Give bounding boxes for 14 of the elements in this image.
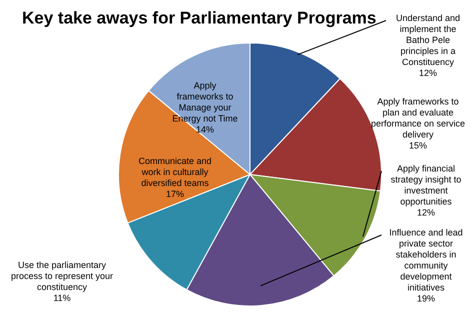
- slice-label: Apply financial strategy insight to investment opportunities: [390, 163, 462, 206]
- data-label: 19%: [416, 293, 436, 304]
- data-label: 12%: [418, 68, 438, 78]
- data-label: 15%: [408, 140, 428, 150]
- slice-label: Understand and implement the Batho Pele principles in a Constituency: [396, 12, 460, 67]
- data-label: 12%: [416, 207, 436, 218]
- slice-label: Use the parliamentary process to represent your constituency: [10, 260, 114, 292]
- slice-label: Influence and lead private sector stakeholders in community development initiatives: [389, 227, 463, 292]
- data-label: 17%: [166, 188, 184, 199]
- data-label: 14%: [196, 124, 214, 134]
- slice-label: Apply frameworks to plan and evaluate performance on service delivery: [370, 96, 466, 140]
- data-label: 11%: [53, 292, 71, 303]
- chart-title: Key take aways for Parliamentary Programs: [22, 8, 376, 28]
- slice-label: Communicate and work in culturally diversified teams: [138, 156, 212, 188]
